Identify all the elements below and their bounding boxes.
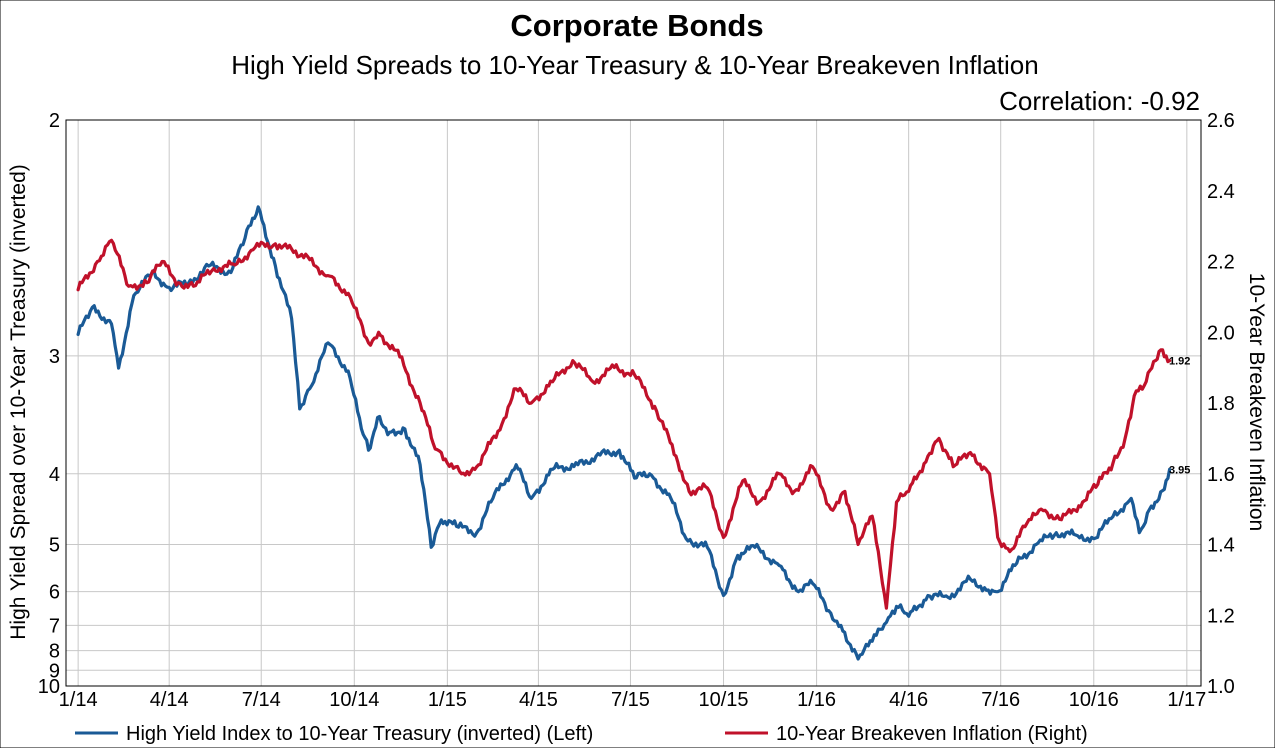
legend-label-breakeven: 10-Year Breakeven Inflation (Right): [776, 723, 1088, 745]
x-tick-label: 7/14: [242, 689, 281, 711]
end-label-high-yield: 3.95: [1169, 464, 1190, 476]
end-label-breakeven: 1.92: [1169, 356, 1190, 368]
right-tick-label: 1.0: [1207, 676, 1235, 698]
left-tick-label: 10: [38, 676, 60, 698]
correlation-annotation: Correlation: -0.92: [999, 86, 1200, 116]
x-tick-label: 1/15: [428, 689, 467, 711]
legend: High Yield Index to 10-Year Treasury (in…: [75, 723, 1088, 745]
x-tick-label: 4/14: [150, 689, 189, 711]
left-tick-label: 9: [49, 660, 60, 682]
left-tick-label: 2: [49, 110, 60, 132]
right-tick-label: 2.4: [1207, 181, 1235, 203]
left-tick-label: 8: [49, 641, 60, 663]
left-tick-label: 3: [49, 346, 60, 368]
x-tick-label: 10/14: [329, 689, 379, 711]
right-tick-label: 1.2: [1207, 605, 1235, 627]
right-axis-ticks: 2.6 2.4 2.2 2.0 1.8 1.6 1.4 1.2 1.0: [1207, 110, 1235, 698]
left-tick-label: 4: [49, 464, 60, 486]
left-tick-label: 7: [49, 615, 60, 637]
left-tick-label: 6: [49, 582, 60, 604]
legend-label-high-yield: High Yield Index to 10-Year Treasury (in…: [126, 723, 593, 745]
left-tick-label: 5: [49, 535, 60, 557]
x-tick-label: 1/16: [797, 689, 836, 711]
x-tick-label: 1/17: [1167, 689, 1206, 711]
x-tick-label: 7/15: [611, 689, 650, 711]
x-tick-label: 7/16: [981, 689, 1020, 711]
right-tick-label: 2.2: [1207, 252, 1235, 274]
right-tick-label: 2.6: [1207, 110, 1235, 132]
chart-subtitle: High Yield Spreads to 10-Year Treasury &…: [231, 50, 1038, 80]
x-tick-label: 4/15: [519, 689, 558, 711]
chart-title: Corporate Bonds: [510, 8, 763, 43]
right-axis-label: 10-Year Breakeven Inflation: [1245, 273, 1268, 531]
left-axis-label: High Yield Spread over 10-Year Treasury …: [7, 164, 30, 639]
right-tick-label: 1.4: [1207, 535, 1235, 557]
x-tick-label: 10/16: [1069, 689, 1119, 711]
plot-area: [65, 119, 1202, 687]
x-tick-label: 10/15: [698, 689, 748, 711]
x-tick-label: 1/14: [59, 689, 98, 711]
right-tick-label: 2.0: [1207, 322, 1235, 344]
x-axis-ticks: 1/14 4/14 7/14 10/14 1/15 4/15 7/15 10/15 1/16 4/…: [59, 689, 1207, 711]
x-tick-label: 4/16: [889, 689, 928, 711]
series-line-breakeven: [76, 238, 1172, 610]
right-tick-label: 1.8: [1207, 393, 1235, 415]
right-tick-label: 1.6: [1207, 464, 1235, 486]
series-line-high-yield: [76, 205, 1172, 661]
